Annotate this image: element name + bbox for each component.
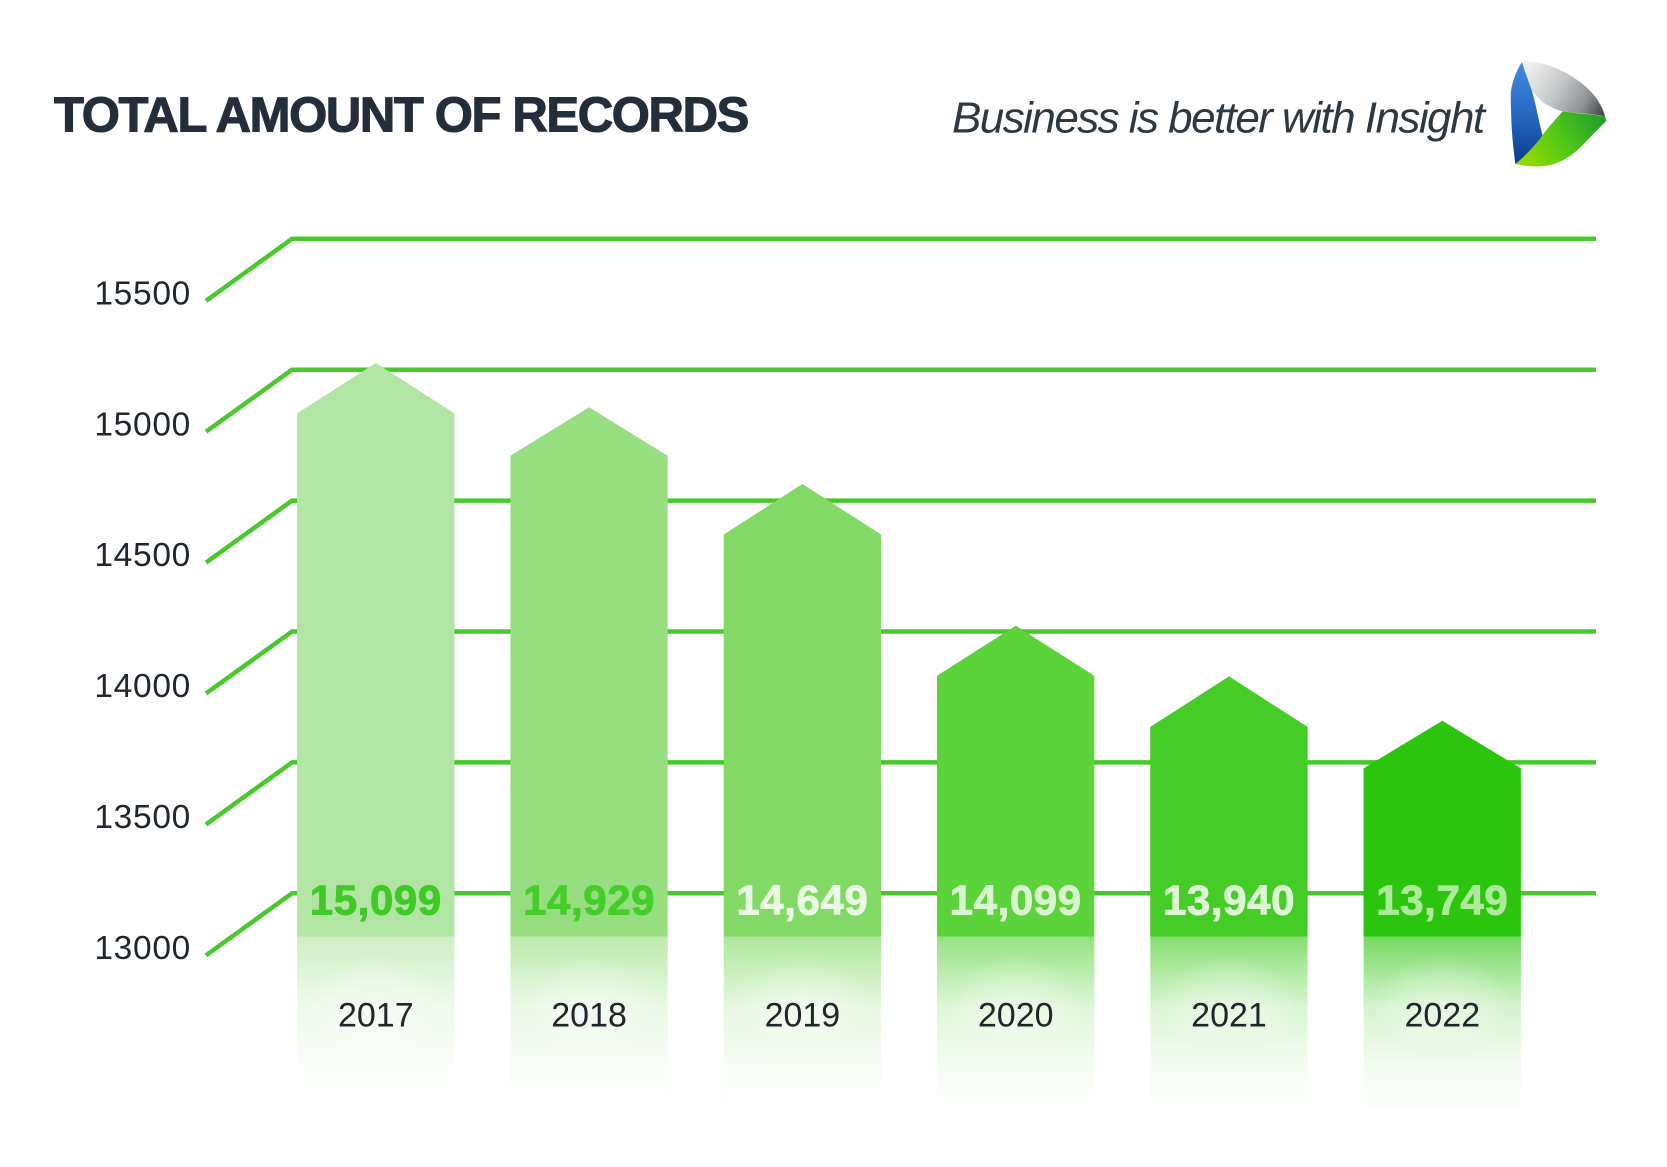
- svg-text:13000: 13000: [94, 930, 191, 967]
- svg-text:2020: 2020: [978, 997, 1054, 1035]
- svg-text:14000: 14000: [94, 668, 191, 705]
- svg-text:13500: 13500: [94, 799, 191, 836]
- svg-text:Business is better with Insigh: Business is better with Insight: [952, 94, 1487, 143]
- svg-text:2018: 2018: [551, 997, 627, 1035]
- svg-text:13,749: 13,749: [1376, 877, 1508, 924]
- svg-text:15000: 15000: [94, 406, 191, 443]
- svg-text:13,940: 13,940: [1163, 877, 1295, 924]
- svg-text:15,099: 15,099: [310, 877, 442, 924]
- svg-text:2022: 2022: [1404, 997, 1480, 1035]
- svg-text:2017: 2017: [338, 997, 414, 1035]
- svg-text:14,099: 14,099: [950, 877, 1082, 924]
- svg-text:2019: 2019: [765, 997, 841, 1035]
- svg-text:14,929: 14,929: [523, 877, 655, 924]
- svg-text:TOTAL AMOUNT OF RECORDS: TOTAL AMOUNT OF RECORDS: [54, 89, 748, 143]
- svg-text:14,649: 14,649: [736, 877, 868, 924]
- svg-text:2021: 2021: [1191, 997, 1267, 1035]
- svg-text:15500: 15500: [94, 275, 191, 312]
- svg-text:14500: 14500: [94, 537, 191, 574]
